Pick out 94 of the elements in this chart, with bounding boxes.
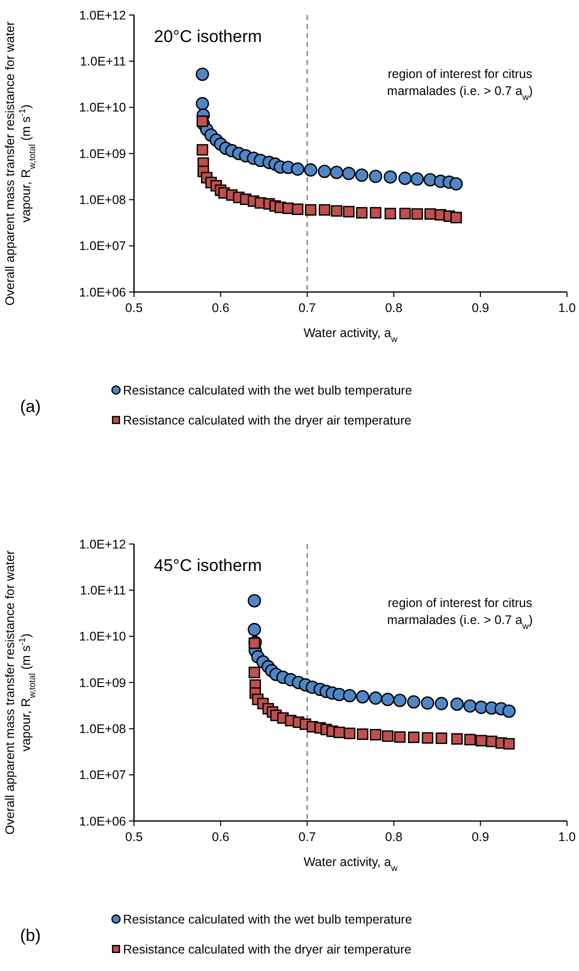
- point: [370, 207, 382, 219]
- point: [408, 732, 420, 744]
- y-tick-label: 1.0E+10: [79, 630, 126, 644]
- point: [304, 163, 318, 177]
- point: [368, 170, 382, 183]
- y-tick-label: 1.0E+11: [80, 54, 126, 69]
- point: [476, 734, 488, 746]
- point: [304, 204, 316, 216]
- point: [318, 164, 332, 178]
- point: [292, 204, 304, 215]
- point: [434, 696, 448, 710]
- point: [451, 733, 463, 745]
- point: [450, 177, 463, 191]
- point: [342, 166, 356, 180]
- x-axis-title: Water activity, a$_{w}$: [304, 855, 398, 873]
- x-tick-label: 0.5: [125, 830, 143, 844]
- point: [291, 162, 304, 176]
- point: [368, 691, 382, 705]
- point: [384, 208, 396, 220]
- point: [330, 166, 344, 180]
- x-tick-label: 0.5: [125, 301, 143, 315]
- x-axis-title: Water activity, a$_{w}$: [304, 326, 398, 344]
- point: [393, 694, 407, 708]
- y-tick-label: 1.0E+07: [79, 239, 126, 254]
- point: [356, 207, 368, 219]
- point: [342, 688, 356, 702]
- point: [344, 728, 356, 740]
- legend-label: Resistance calculated with the wet bulb temperature: [123, 912, 412, 926]
- point: [399, 208, 411, 220]
- text: 45°C isotherm: [154, 556, 262, 575]
- point: [196, 68, 210, 81]
- point: [356, 728, 368, 740]
- x-tick-label: 0.7: [298, 830, 316, 844]
- y-tick-label: 1.0E+11: [80, 584, 126, 598]
- point: [394, 731, 406, 743]
- point: [450, 212, 462, 224]
- point: [407, 695, 420, 709]
- point: [411, 208, 423, 220]
- legend-label: Resistance calculated with the dryer air temperature: [123, 413, 412, 428]
- x-tick-label: 0.6: [212, 301, 230, 315]
- point: [248, 622, 262, 636]
- y-tick-label: 1.0E+09: [79, 146, 126, 161]
- legend-label: Resistance calculated with the wet bulb temperature: [123, 383, 412, 398]
- point: [503, 738, 515, 750]
- point: [436, 732, 448, 744]
- x-tick-label: 0.7: [298, 301, 316, 315]
- point: [332, 688, 346, 702]
- point: [196, 97, 210, 110]
- point: [410, 172, 424, 186]
- text: (a): [20, 397, 41, 416]
- x-tick-label: 1.0: [558, 830, 576, 844]
- point: [196, 144, 208, 156]
- point: [502, 704, 516, 718]
- point: [333, 726, 345, 738]
- y-tick-label: 1.0E+09: [79, 676, 126, 690]
- point: [464, 734, 476, 746]
- y-tick-label: 1.0E+08: [79, 722, 126, 736]
- point: [422, 732, 434, 744]
- point: [343, 206, 355, 218]
- legend-label: Resistance calculated with the dryer air temperature: [123, 942, 412, 956]
- text: (b): [20, 926, 41, 945]
- y-tick-label: 1.0E+12: [79, 8, 126, 22]
- y-tick-label: 1.0E+10: [79, 100, 126, 115]
- x-tick-label: 0.9: [472, 301, 490, 315]
- point: [248, 594, 262, 608]
- annotation: region of interest for citrus marmalades (i.e. > 0.7 a$_{w}$): [387, 67, 533, 102]
- point: [356, 690, 370, 704]
- y-tick-label: 1.0E+08: [79, 193, 126, 208]
- y-tick-label: 1.0E+06: [79, 285, 126, 300]
- point: [398, 172, 412, 185]
- x-tick-label: 0.9: [472, 830, 490, 844]
- point: [424, 208, 436, 220]
- point: [330, 205, 342, 217]
- point: [463, 699, 477, 713]
- point: [370, 728, 382, 740]
- point: [196, 115, 208, 127]
- point: [318, 204, 330, 216]
- x-tick-label: 0.6: [212, 830, 230, 844]
- point: [355, 168, 368, 182]
- x-tick-label: 0.8: [385, 301, 403, 315]
- point: [384, 170, 397, 184]
- x-tick-label: 1.0: [558, 301, 576, 315]
- point: [450, 697, 464, 711]
- point: [381, 692, 394, 706]
- annotation: region of interest for citrus marmalades (i.e. > 0.7 a$_{w}$): [387, 596, 533, 631]
- y-tick-label: 1.0E+12: [79, 537, 126, 552]
- y-tick-label: 1.0E+06: [79, 814, 126, 828]
- y-tick-label: 1.0E+07: [79, 768, 126, 782]
- point: [420, 696, 434, 710]
- x-tick-label: 0.8: [385, 830, 403, 844]
- point: [424, 173, 437, 186]
- text: 20°C isotherm: [154, 27, 262, 46]
- point: [382, 730, 394, 742]
- point: [248, 666, 260, 678]
